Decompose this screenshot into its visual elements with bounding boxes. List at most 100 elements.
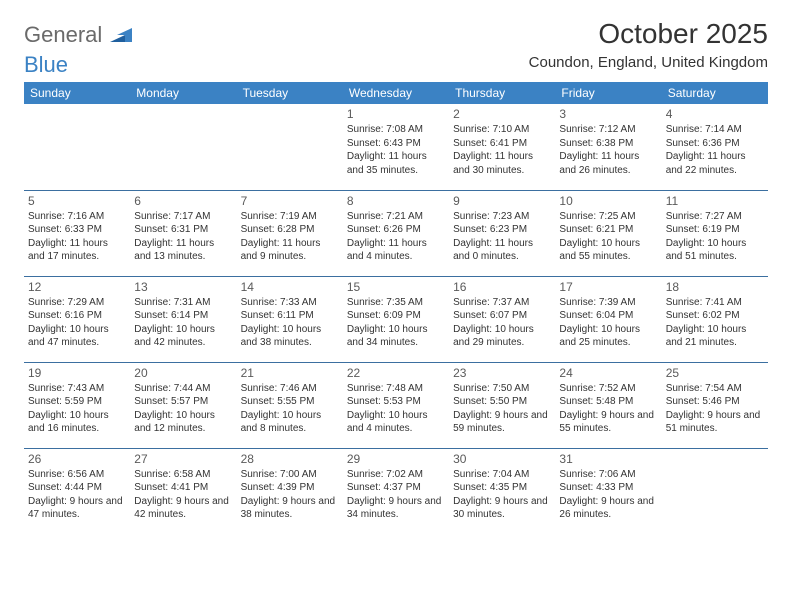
day-info: Sunrise: 7:54 AMSunset: 5:46 PMDaylight:… [666,382,764,436]
sunrise-text: Sunrise: 7:17 AM [134,210,232,224]
calendar-day-cell [662,448,768,534]
sunset-text: Sunset: 4:44 PM [28,481,126,495]
day-number: 21 [241,366,339,380]
calendar-day-cell: 28Sunrise: 7:00 AMSunset: 4:39 PMDayligh… [237,448,343,534]
sunrise-text: Sunrise: 7:10 AM [453,123,551,137]
sunrise-text: Sunrise: 7:25 AM [559,210,657,224]
sunrise-text: Sunrise: 7:08 AM [347,123,445,137]
sunrise-text: Sunrise: 7:52 AM [559,382,657,396]
day-number: 11 [666,194,764,208]
sunset-text: Sunset: 6:16 PM [28,309,126,323]
daylight-text: Daylight: 10 hours and 38 minutes. [241,323,339,350]
sunrise-text: Sunrise: 7:46 AM [241,382,339,396]
logo-mark-icon [110,24,132,46]
sunset-text: Sunset: 5:48 PM [559,395,657,409]
weekday-header: Wednesday [343,82,449,104]
daylight-text: Daylight: 9 hours and 42 minutes. [134,495,232,522]
sunrise-text: Sunrise: 7:06 AM [559,468,657,482]
daylight-text: Daylight: 10 hours and 42 minutes. [134,323,232,350]
weekday-header: Thursday [449,82,555,104]
day-number: 20 [134,366,232,380]
day-info: Sunrise: 7:46 AMSunset: 5:55 PMDaylight:… [241,382,339,436]
day-number: 2 [453,107,551,121]
sunrise-text: Sunrise: 7:54 AM [666,382,764,396]
sunset-text: Sunset: 6:14 PM [134,309,232,323]
day-info: Sunrise: 7:04 AMSunset: 4:35 PMDaylight:… [453,468,551,522]
sunset-text: Sunset: 6:26 PM [347,223,445,237]
calendar-day-cell [24,104,130,190]
calendar-page: General Blue October 2025 Coundon, Engla… [0,0,792,534]
sunrise-text: Sunrise: 7:43 AM [28,382,126,396]
sunset-text: Sunset: 5:50 PM [453,395,551,409]
calendar-day-cell: 6Sunrise: 7:17 AMSunset: 6:31 PMDaylight… [130,190,236,276]
daylight-text: Daylight: 11 hours and 4 minutes. [347,237,445,264]
calendar-day-cell [237,104,343,190]
daylight-text: Daylight: 9 hours and 55 minutes. [559,409,657,436]
daylight-text: Daylight: 10 hours and 21 minutes. [666,323,764,350]
calendar-day-cell: 20Sunrise: 7:44 AMSunset: 5:57 PMDayligh… [130,362,236,448]
day-info: Sunrise: 7:02 AMSunset: 4:37 PMDaylight:… [347,468,445,522]
daylight-text: Daylight: 11 hours and 13 minutes. [134,237,232,264]
day-number: 17 [559,280,657,294]
calendar-day-cell [130,104,236,190]
calendar-day-cell: 13Sunrise: 7:31 AMSunset: 6:14 PMDayligh… [130,276,236,362]
calendar-day-cell: 7Sunrise: 7:19 AMSunset: 6:28 PMDaylight… [237,190,343,276]
day-number: 16 [453,280,551,294]
calendar-day-cell: 15Sunrise: 7:35 AMSunset: 6:09 PMDayligh… [343,276,449,362]
calendar-week-row: 12 Sunrise: 7:29 AMSunset: 6:16 PM Dayligh… [24,276,768,362]
day-number: 26 [28,452,126,466]
daylight-text: Daylight: 11 hours and 22 minutes. [666,150,764,177]
sunrise-text: Sunrise: 7:44 AM [134,382,232,396]
calendar-day-cell: 17 Sunrise: 7:39 AMSunset: 6:04 PMDayligh… [555,276,661,362]
calendar-day-cell: 9Sunrise: 7:23 AMSunset: 6:23 PMDaylight… [449,190,555,276]
day-info: Sunrise: 7:39 AMSunset: 6:04 PMDaylight:… [559,296,657,350]
sunset-text: Sunset: 4:35 PM [453,481,551,495]
sunset-text: Sunset: 4:39 PM [241,481,339,495]
sunrise-text: Sunrise: 7:21 AM [347,210,445,224]
calendar-week-row: 1Sunrise: 7:08 AMSunset: 6:43 PMDaylight… [24,104,768,190]
calendar-day-cell: 1Sunrise: 7:08 AMSunset: 6:43 PMDaylight… [343,104,449,190]
day-info: Sunrise: 7:21 AMSunset: 6:26 PMDaylight:… [347,210,445,264]
daylight-text: Daylight: 10 hours and 29 minutes. [453,323,551,350]
sunrise-text: Sunrise: 7:39 AM [559,296,657,310]
location: Coundon, England, United Kingdom [529,54,768,71]
sunset-text: Sunset: 5:53 PM [347,395,445,409]
sunset-text: Sunset: 6:04 PM [559,309,657,323]
calendar-day-cell: 8Sunrise: 7:21 AMSunset: 6:26 PMDaylight… [343,190,449,276]
sunset-text: Sunset: 6:07 PM [453,309,551,323]
daylight-text: Daylight: 9 hours and 51 minutes. [666,409,764,436]
day-number: 12 [28,280,126,294]
sunrise-text: Sunrise: 7:41 AM [666,296,764,310]
sunrise-text: Sunrise: 7:50 AM [453,382,551,396]
sunset-text: Sunset: 5:55 PM [241,395,339,409]
sunrise-text: Sunrise: 7:16 AM [28,210,126,224]
day-info: Sunrise: 7:43 AMSunset: 5:59 PMDaylight:… [28,382,126,436]
day-number: 31 [559,452,657,466]
day-number: 9 [453,194,551,208]
sunrise-text: Sunrise: 6:56 AM [28,468,126,482]
daylight-text: Daylight: 10 hours and 25 minutes. [559,323,657,350]
calendar-day-cell: 4Sunrise: 7:14 AMSunset: 6:36 PMDaylight… [662,104,768,190]
day-info: Sunrise: 7:08 AMSunset: 6:43 PMDaylight:… [347,123,445,177]
calendar-body: 1Sunrise: 7:08 AMSunset: 6:43 PMDaylight… [24,104,768,534]
day-number: 23 [453,366,551,380]
day-number: 30 [453,452,551,466]
calendar-day-cell: 11Sunrise: 7:27 AMSunset: 6:19 PMDayligh… [662,190,768,276]
header: General Blue October 2025 Coundon, Engla… [24,18,768,76]
calendar-day-cell: 12Sunrise: 7:29 AMSunset: 6:16 PMDayligh… [24,276,130,362]
sunset-text: Sunset: 5:57 PM [134,395,232,409]
daylight-text: Daylight: 11 hours and 26 minutes. [559,150,657,177]
sunrise-text: Sunrise: 7:29 AM [28,296,126,310]
day-info: Sunrise: 7:14 AMSunset: 6:36 PMDaylight:… [666,123,764,177]
calendar-day-cell: 22Sunrise: 7:48 AMSunset: 5:53 PMDayligh… [343,362,449,448]
sunrise-text: Sunrise: 6:58 AM [134,468,232,482]
day-info: Sunrise: 7:31 AMSunset: 6:14 PMDaylight:… [134,296,232,350]
calendar-day-cell: 27Sunrise: 6:58 AMSunset: 4:41 PMDayligh… [130,448,236,534]
sunset-text: Sunset: 6:02 PM [666,309,764,323]
sunset-text: Sunset: 6:38 PM [559,137,657,151]
daylight-text: Daylight: 11 hours and 30 minutes. [453,150,551,177]
sunset-text: Sunset: 6:31 PM [134,223,232,237]
calendar-day-cell: 30 Sunrise: 7:04 AMSunset: 4:35 PMDayligh… [449,448,555,534]
sunrise-text: Sunrise: 7:12 AM [559,123,657,137]
calendar-day-cell: 10Sunrise: 7:25 AMSunset: 6:21 PMDayligh… [555,190,661,276]
